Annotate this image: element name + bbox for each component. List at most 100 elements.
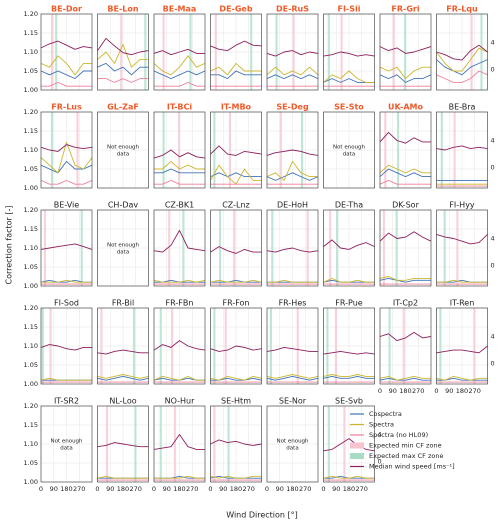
series-line: [379, 179, 431, 185]
no-data-note: data: [117, 152, 129, 158]
x-tick-label: 90: [106, 485, 114, 493]
series-line: [210, 145, 262, 156]
series-line: [436, 44, 488, 61]
cf-zone: [168, 210, 171, 286]
panel-title: FI-Sii: [337, 5, 360, 14]
series-line: [97, 475, 149, 479]
cf-zone: [397, 112, 400, 188]
legend-label: Expected min CF zone: [369, 442, 442, 450]
y2-tick-label: 0: [491, 164, 495, 172]
panel-frame: [379, 13, 432, 91]
series-line: [210, 375, 262, 381]
y-tick-label: 1.10: [24, 48, 38, 56]
y2-tick-label: 4: [491, 235, 495, 243]
panel-frame: [323, 111, 375, 189]
cf-zone: [134, 406, 137, 482]
series-line: [379, 277, 431, 283]
cf-zone: [334, 308, 337, 384]
cf-zone: [224, 308, 227, 384]
y-tick-label: 1.00: [24, 282, 38, 290]
no-data-note: Not enough: [333, 145, 366, 151]
x-tick-label: 0: [152, 485, 156, 493]
series-line: [210, 62, 262, 76]
panel-frame: [97, 405, 149, 483]
cf-zone: [43, 210, 46, 286]
x-tick-label: 90: [389, 387, 397, 395]
series-line: [266, 247, 319, 253]
panel-title: GL-ZaF: [107, 103, 139, 112]
cf-zone: [402, 308, 405, 384]
cf-zone: [49, 308, 52, 384]
panel-frame: [210, 111, 262, 189]
y-tick-label: 1.05: [24, 67, 38, 75]
y2-tick-label: 0: [378, 458, 382, 466]
panel-title: NL-Loo: [109, 397, 136, 406]
panel-frame: [266, 209, 319, 287]
x-tick-label: 180: [173, 485, 185, 493]
series-line: [436, 145, 488, 151]
y-tick-label: 1.20: [24, 402, 38, 410]
panel-frame: [153, 209, 206, 287]
panel-title: IT-Ren: [450, 299, 475, 308]
panel-title: FR-Lus: [51, 103, 82, 112]
cf-zone: [327, 406, 330, 482]
panel-frame: [40, 209, 93, 287]
panel-frame: [266, 405, 319, 483]
x-tick-label: 270: [73, 485, 85, 493]
cf-zone: [219, 210, 222, 286]
no-data-note: Not enough: [276, 439, 309, 445]
y-axis-label: Correction factor [-]: [5, 205, 14, 284]
cf-zone: [41, 308, 44, 384]
panel-title: BE-Dor: [51, 5, 82, 14]
x-tick-label: 270: [130, 485, 142, 493]
y-tick-label: 1.15: [24, 323, 38, 331]
cf-zone: [162, 14, 165, 90]
panel-frame: [97, 209, 149, 287]
no-data-note: Not enough: [107, 145, 140, 151]
no-data-note: data: [60, 446, 72, 452]
cf-zone: [453, 112, 456, 188]
series-line: [97, 374, 149, 379]
cf-zone: [213, 406, 216, 482]
x-tick-label: 270: [356, 485, 368, 493]
series-line: [267, 279, 318, 283]
y-tick-label: 1.20: [24, 206, 38, 214]
x-tick-label: 0: [95, 485, 99, 493]
cf-zone: [227, 406, 230, 482]
series-line: [210, 172, 262, 178]
legend-swatch: [350, 453, 364, 459]
series-line: [266, 346, 318, 352]
cf-zone: [80, 210, 83, 286]
cf-zone: [250, 14, 253, 90]
cf-zone: [50, 14, 54, 90]
series-line: [97, 43, 149, 68]
series-line: [153, 70, 206, 80]
x-tick-label: 180: [343, 485, 355, 493]
series-line: [40, 55, 92, 76]
cf-zone: [306, 210, 309, 286]
series-line: [323, 239, 375, 250]
cf-zone: [189, 14, 192, 90]
panel-title: DE-RuS: [276, 5, 309, 14]
series-line: [323, 70, 375, 83]
x-tick-label: 0: [39, 485, 43, 493]
legend-label: Spectra (no HL09): [369, 431, 428, 439]
series-line: [40, 377, 92, 381]
cf-zone: [392, 14, 395, 90]
y-tick-label: 1.10: [24, 342, 38, 350]
panel-frame: [210, 307, 262, 385]
panel-frame: [210, 405, 262, 483]
panel-title: SE-Sto: [334, 103, 364, 112]
x-tick-label: 90: [219, 485, 227, 493]
series-line: [41, 279, 92, 283]
series-line: [323, 277, 375, 283]
series-line: [210, 70, 262, 80]
legend-label: Median wind speed [ms⁻¹]: [369, 463, 455, 471]
cf-zone: [440, 112, 443, 188]
no-data-note: data: [286, 446, 298, 452]
cf-zone: [473, 308, 476, 384]
series-line: [379, 66, 431, 80]
panel-title: UK-AMo: [388, 103, 423, 112]
panel-frame: [40, 307, 93, 385]
